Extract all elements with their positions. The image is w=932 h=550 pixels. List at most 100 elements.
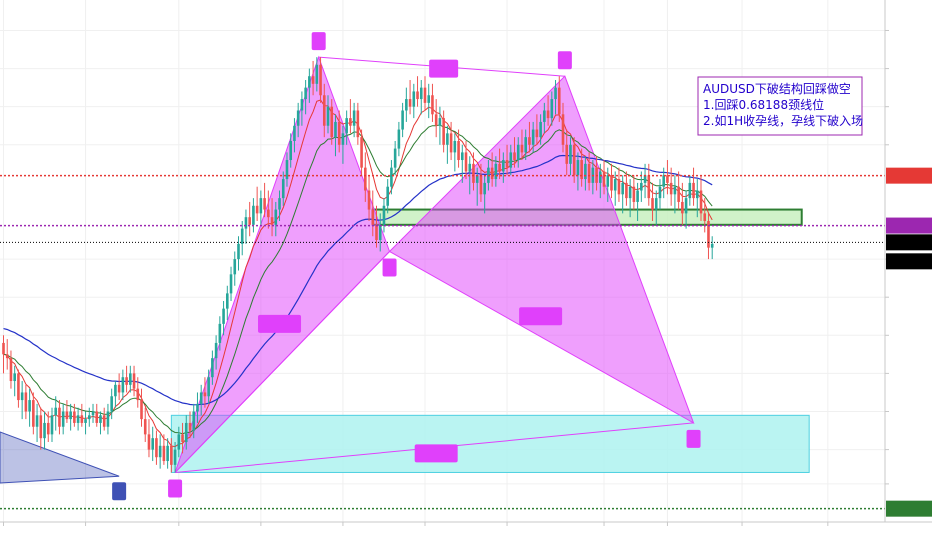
candle-body xyxy=(255,205,259,214)
prior-pattern-point-d-bg xyxy=(112,482,127,501)
candle-body xyxy=(117,384,121,393)
annotation-line-1: AUDUSD下破结构回踩做空 xyxy=(703,81,851,96)
candle-body xyxy=(617,179,621,195)
candle-body xyxy=(13,373,16,382)
candle-body xyxy=(326,106,330,126)
candle-body xyxy=(125,377,128,385)
candle-body xyxy=(710,243,714,248)
candle-body xyxy=(203,392,207,397)
pattern-bcd-triangle xyxy=(388,75,695,425)
candle-body xyxy=(58,407,61,427)
candle-body xyxy=(520,144,524,153)
candle-body xyxy=(416,91,419,100)
pattern-ratio-bg xyxy=(429,59,459,78)
candle-body xyxy=(434,114,438,126)
candle-body xyxy=(557,87,561,115)
candle-body xyxy=(707,220,710,248)
timer-tag-bg xyxy=(886,253,932,270)
candle-body xyxy=(173,449,177,465)
candle-body xyxy=(356,110,360,138)
candle-body xyxy=(319,64,322,96)
candle-body xyxy=(35,415,39,427)
candle-body xyxy=(207,377,210,397)
candle-body xyxy=(99,415,102,423)
candle-body xyxy=(446,133,449,145)
candle-body xyxy=(531,129,535,145)
candle-body xyxy=(349,118,352,126)
x-ticks-layer xyxy=(3,522,829,526)
candle-body xyxy=(252,205,255,225)
candle-body xyxy=(390,167,393,187)
pattern-ratio-bg xyxy=(258,314,302,333)
candle-body xyxy=(24,392,28,412)
candle-body xyxy=(438,118,442,126)
candle-body xyxy=(50,415,54,435)
candle-body xyxy=(184,422,188,442)
annotation-box: AUDUSD下破结构回踩做空 1.回踩0.68188颈线位 2.如1H收孕线，孕… xyxy=(697,76,863,136)
candle-body xyxy=(494,163,498,180)
candle-body xyxy=(110,396,113,412)
candle-body xyxy=(666,175,669,183)
candle-body xyxy=(505,160,509,168)
price-tag-bg xyxy=(886,234,932,251)
candle-body xyxy=(580,160,583,180)
candle-body xyxy=(162,445,166,462)
candle-body xyxy=(311,76,315,84)
candle-body xyxy=(524,137,527,153)
candle-body xyxy=(352,110,356,126)
candle-body xyxy=(360,137,363,168)
candle-body xyxy=(643,175,647,183)
candle-body xyxy=(378,224,382,241)
candle-body xyxy=(654,198,658,210)
candle-body xyxy=(54,407,58,416)
candle-body xyxy=(218,323,222,343)
candle-body xyxy=(211,358,214,378)
annotation-line-3: 2.如1H收孕线，孕线下破入场 xyxy=(703,113,863,128)
candle-body xyxy=(233,259,237,275)
candle-body xyxy=(684,198,688,214)
candle-body xyxy=(170,445,173,465)
candle-body xyxy=(401,110,404,130)
candle-body xyxy=(322,95,326,126)
candle-body xyxy=(681,201,684,214)
candle-body xyxy=(502,160,505,172)
candle-body xyxy=(677,186,680,202)
candle-body xyxy=(367,190,371,210)
candle-body xyxy=(423,87,427,103)
candle-body xyxy=(498,163,501,172)
candle-body xyxy=(341,133,345,145)
candle-body xyxy=(550,99,554,119)
candle-body xyxy=(61,411,65,427)
candle-body xyxy=(248,217,251,225)
candle-body xyxy=(405,99,408,111)
candle-body xyxy=(293,125,296,141)
candle-body xyxy=(431,95,434,115)
candle-body xyxy=(584,163,587,180)
candle-body xyxy=(274,209,278,225)
price-tag-bg xyxy=(886,500,932,517)
candle-body xyxy=(73,411,76,423)
candle-body xyxy=(46,422,50,435)
pattern-xb-line xyxy=(174,251,390,473)
candle-body xyxy=(393,148,397,168)
y-axis-panel xyxy=(885,0,932,550)
candle-body xyxy=(129,373,132,385)
candle-body xyxy=(192,411,196,431)
candle-body xyxy=(132,373,136,389)
candle-body xyxy=(222,308,225,324)
candle-body xyxy=(278,198,281,210)
candle-body xyxy=(155,438,158,458)
candle-body xyxy=(337,121,341,145)
candle-body xyxy=(28,400,31,412)
candle-body xyxy=(509,152,513,168)
annotation-frame xyxy=(697,76,863,136)
candle-body xyxy=(76,415,80,423)
candle-body xyxy=(386,186,389,206)
candle-body xyxy=(576,160,580,176)
candle-body xyxy=(102,415,106,427)
candle-body xyxy=(669,182,673,195)
candle-body xyxy=(69,411,72,420)
candle-body xyxy=(554,87,557,100)
candle-body xyxy=(80,415,84,423)
